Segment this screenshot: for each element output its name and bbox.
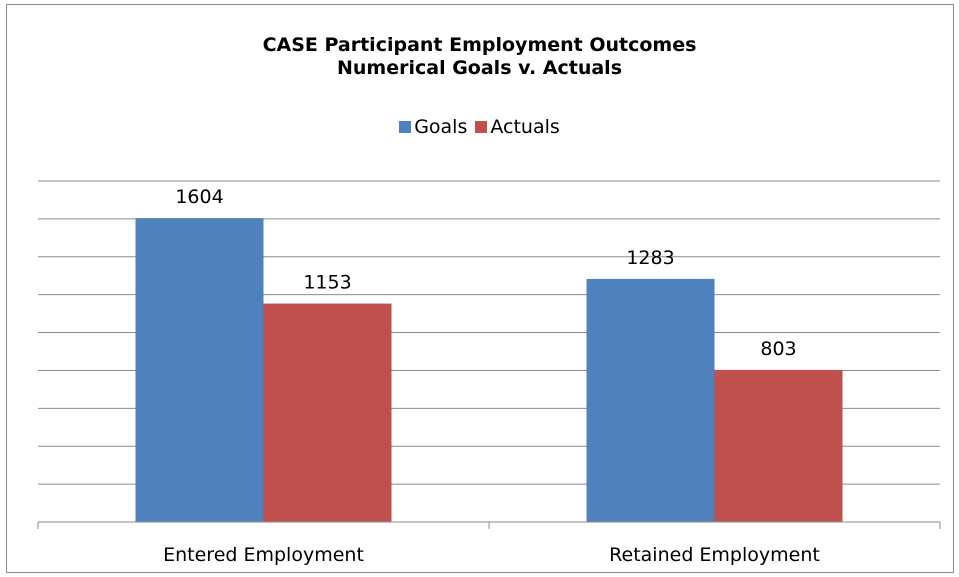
category-label: Retained Employment — [609, 544, 820, 566]
legend-label-actuals: Actuals — [490, 116, 560, 138]
chart-legend: Goals Actuals — [0, 116, 959, 138]
bar-actuals-1 — [263, 303, 392, 522]
data-label-goals-1: 1604 — [175, 186, 223, 208]
data-label-goals-2: 1283 — [626, 247, 674, 269]
data-label-actuals-2: 803 — [760, 338, 796, 360]
legend-swatch-goals — [399, 121, 412, 133]
chart-title-line-1: CASE Participant Employment Outcomes — [262, 34, 697, 56]
legend-swatch-actuals — [475, 121, 488, 133]
category-label: Entered Employment — [163, 544, 364, 566]
legend-item-goals: Goals — [399, 116, 467, 138]
bar-goals-2 — [586, 278, 715, 522]
legend-item-actuals: Actuals — [475, 116, 560, 138]
bar-actuals-2 — [714, 369, 843, 522]
chart-title-line-2: Numerical Goals v. Actuals — [337, 57, 622, 79]
data-label-actuals-1: 1153 — [303, 272, 351, 294]
legend-label-goals: Goals — [414, 116, 468, 138]
bar-goals-1 — [135, 218, 264, 522]
